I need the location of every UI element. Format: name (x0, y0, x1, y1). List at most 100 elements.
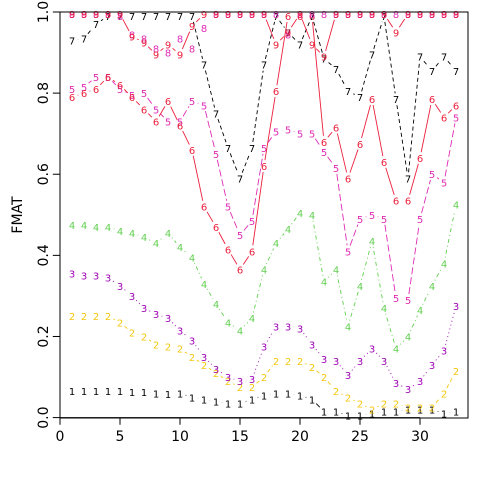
series-8-point: 8 (153, 45, 159, 56)
series-3-segment (253, 352, 263, 374)
series-7-point: 7 (69, 36, 75, 47)
series-4-segment (266, 248, 274, 265)
series-7-segment (87, 28, 93, 35)
series-6-segment (252, 172, 264, 246)
series-9-point: 9 (201, 10, 207, 21)
series-4-point: 4 (357, 282, 363, 293)
series-2-segment (316, 370, 320, 374)
series-7-point: 7 (453, 67, 459, 78)
series-1-point: 1 (105, 387, 111, 398)
series-5-segment (314, 138, 322, 148)
series-5-point: 5 (369, 211, 375, 222)
series-2-point: 2 (357, 399, 363, 410)
y-tick-label: 1.0 (36, 1, 52, 23)
series-4-point: 4 (309, 211, 315, 222)
series-3-point: 3 (333, 357, 339, 368)
series-6-segment (242, 256, 250, 265)
series-9-point: 9 (153, 51, 159, 62)
series-1-point: 1 (381, 408, 387, 419)
series-8-point: 8 (117, 12, 123, 23)
series-6-point: 6 (81, 89, 87, 100)
series-1-point: 1 (165, 390, 171, 401)
series-2-point: 2 (201, 361, 207, 372)
series-4-point: 4 (261, 266, 267, 277)
series-8-point: 8 (297, 10, 303, 21)
series-3-segment (412, 384, 416, 387)
series-9-segment (147, 46, 153, 51)
series-8-point: 8 (237, 10, 243, 21)
series-9-segment (195, 17, 201, 23)
series-4-segment (399, 340, 405, 345)
series-9-point: 9 (129, 32, 135, 43)
series-3-point: 3 (357, 357, 363, 368)
series-3-segment (112, 280, 116, 283)
series-9-point: 9 (297, 10, 303, 21)
series-3-point: 3 (309, 341, 315, 352)
series-5-segment (349, 224, 359, 246)
series-5-point: 5 (177, 118, 183, 129)
series-7-point: 7 (237, 174, 243, 185)
series-3-segment (445, 311, 455, 345)
series-4-point: 4 (453, 201, 459, 212)
series-7-point: 7 (393, 95, 399, 106)
series-8-point: 8 (225, 10, 231, 21)
series-5-segment (125, 91, 127, 93)
series-9-point: 9 (93, 10, 99, 21)
series-7-point: 7 (177, 12, 183, 23)
series-6-segment (218, 232, 226, 245)
series-2-segment (435, 397, 441, 404)
series-4-segment (361, 246, 371, 281)
series-9-point: 9 (321, 53, 327, 64)
series-8-point: 8 (309, 10, 315, 21)
series-7-segment (229, 153, 239, 173)
series-3-point: 3 (105, 274, 111, 285)
series-5-point: 5 (69, 85, 75, 96)
series-6-segment (327, 131, 333, 138)
series-3-segment (386, 365, 394, 379)
series-3-segment (220, 371, 224, 375)
series-4-point: 4 (249, 314, 255, 325)
series-1-point: 1 (69, 387, 75, 398)
series-6-segment (135, 101, 141, 106)
series-6-segment (420, 104, 432, 153)
series-6-segment (276, 21, 288, 86)
series-7-segment (291, 36, 297, 41)
series-3-point: 3 (381, 357, 387, 368)
series-3-point: 3 (153, 310, 159, 321)
series-7-point: 7 (129, 12, 135, 23)
series-9-point: 9 (345, 10, 351, 21)
series-3-point: 3 (429, 361, 435, 372)
series-6-point: 6 (393, 197, 399, 208)
series-2-point: 2 (405, 403, 411, 414)
series-5-segment (327, 156, 333, 164)
series-7-segment (204, 70, 216, 108)
series-7-point: 7 (93, 20, 99, 31)
series-5-segment (111, 80, 117, 86)
series-1-point: 1 (369, 410, 375, 421)
series-7-segment (423, 60, 429, 67)
series-2-point: 2 (117, 318, 123, 329)
series-5-point: 5 (129, 91, 135, 102)
series-4-segment (444, 210, 456, 258)
series-9-point: 9 (309, 40, 315, 51)
series-7-segment (435, 60, 441, 67)
series-8-point: 8 (321, 10, 327, 21)
series-8-point: 8 (369, 10, 375, 21)
series-6-segment (192, 155, 204, 201)
series-2-segment (196, 359, 200, 362)
series-4-segment (385, 313, 395, 344)
series-4-segment (232, 325, 236, 328)
series-6-segment (409, 163, 419, 195)
series-5-segment (182, 106, 190, 117)
series-9-point: 9 (381, 10, 387, 21)
series-6-point: 6 (129, 93, 135, 104)
series-4-segment (206, 288, 214, 300)
series-5-point: 5 (105, 73, 111, 84)
series-4-segment (422, 290, 430, 305)
series-7-segment (384, 21, 396, 94)
series-3-point: 3 (393, 379, 399, 390)
series-7-point: 7 (441, 53, 447, 64)
series-4-point: 4 (345, 322, 351, 333)
